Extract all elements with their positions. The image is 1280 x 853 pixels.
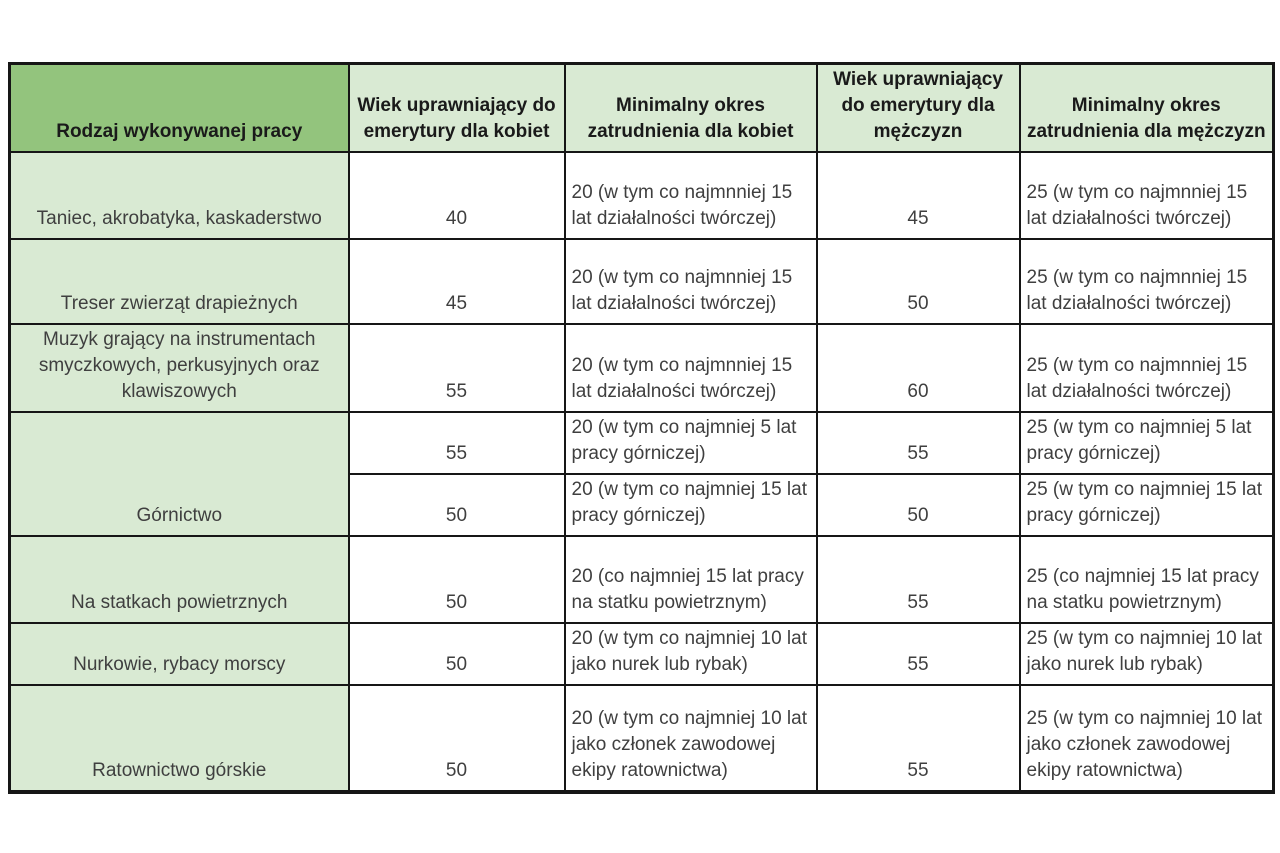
header-job-type: Rodzaj wykonywanej pracy [8, 62, 350, 153]
job-cell: Nurkowie, rybacy morscy [8, 622, 350, 686]
period-women-cell: 20 (w tym co najmnniej 15 lat działalnoś… [563, 323, 818, 413]
period-women-cell: 20 (w tym co najmniej 10 lat jako człone… [563, 684, 818, 793]
age-men-cell: 45 [815, 151, 1021, 240]
age-women-cell: 55 [347, 411, 566, 475]
age-men-cell: 50 [815, 473, 1021, 537]
header-age-men: Wiek uprawniający do emerytury dla mężcz… [815, 62, 1021, 153]
table-row: 50 20 (w tym co najmniej 15 lat pracy gó… [10, 473, 1275, 537]
period-women-cell: 20 (w tym co najmniej 15 lat pracy górni… [563, 473, 818, 537]
job-cell: Treser zwierząt drapieżnych [8, 238, 350, 325]
age-women-cell: 45 [347, 238, 566, 325]
age-women-cell: 50 [347, 622, 566, 686]
period-women-cell: 20 (co najmniej 15 lat pracy na statku p… [563, 535, 818, 624]
age-men-cell: 55 [815, 622, 1021, 686]
age-men-cell: 55 [815, 411, 1021, 475]
job-cell: Górnictwo [8, 411, 350, 537]
period-men-cell: 25 (co najmniej 15 lat pracy na statku p… [1018, 535, 1275, 624]
age-women-cell: 40 [347, 151, 566, 240]
header-row: Rodzaj wykonywanej pracy Wiek uprawniają… [8, 62, 1275, 153]
period-women-cell: 20 (w tym co najmnniej 15 lat działalnoś… [563, 238, 818, 325]
period-women-cell: 20 (w tym co najmnniej 15 lat działalnoś… [563, 151, 818, 240]
period-men-cell: 25 (w tym co najmniej 5 lat pracy górnic… [1018, 411, 1275, 475]
table-row: Ratownictwo górskie 50 20 (w tym co najm… [8, 684, 1275, 793]
period-men-cell: 25 (w tym co najmniej 10 lat jako człone… [1018, 684, 1275, 793]
period-men-cell: 25 (w tym co najmnniej 15 lat działalnoś… [1018, 151, 1275, 240]
table-row: Nurkowie, rybacy morscy 50 20 (w tym co … [8, 622, 1275, 686]
header-period-women: Minimalny okres zatrudnienia dla kobiet [563, 62, 818, 153]
age-women-cell: 55 [347, 323, 566, 413]
table-row: Muzyk grający na instrumentach smyczkowy… [8, 323, 1275, 413]
age-women-cell: 50 [347, 535, 566, 624]
header-age-women: Wiek uprawniający do emerytury dla kobie… [347, 62, 566, 153]
period-men-cell: 25 (w tym co najmnniej 15 lat działalnoś… [1018, 323, 1275, 413]
job-cell: Na statkach powietrznych [8, 535, 350, 624]
table-row: Treser zwierząt drapieżnych 45 20 (w tym… [8, 238, 1275, 325]
header-period-men: Minimalny okres zatrudnienia dla mężczyz… [1018, 62, 1275, 153]
age-women-cell: 50 [347, 473, 566, 537]
pension-table: Rodzaj wykonywanej pracy Wiek uprawniają… [8, 62, 1275, 794]
period-women-cell: 20 (w tym co najmniej 5 lat pracy górnic… [563, 411, 818, 475]
age-men-cell: 50 [815, 238, 1021, 325]
table-row: Taniec, akrobatyka, kaskaderstwo 40 20 (… [8, 151, 1275, 240]
period-men-cell: 25 (w tym co najmnniej 15 lat działalnoś… [1018, 238, 1275, 325]
table-row: Na statkach powietrznych 50 20 (co najmn… [8, 535, 1275, 624]
job-cell: Ratownictwo górskie [8, 684, 350, 793]
period-men-cell: 25 (w tym co najmniej 15 lat pracy górni… [1018, 473, 1275, 537]
age-men-cell: 60 [815, 323, 1021, 413]
job-cell: Taniec, akrobatyka, kaskaderstwo [8, 151, 350, 240]
period-women-cell: 20 (w tym co najmniej 10 lat jako nurek … [563, 622, 818, 686]
table-row: Górnictwo 55 20 (w tym co najmniej 5 lat… [8, 411, 1275, 537]
period-men-cell: 25 (w tym co najmniej 10 lat jako nurek … [1018, 622, 1275, 686]
age-women-cell: 50 [347, 684, 566, 793]
job-cell: Muzyk grający na instrumentach smyczkowy… [8, 323, 350, 413]
age-men-cell: 55 [815, 684, 1021, 793]
age-men-cell: 55 [815, 535, 1021, 624]
